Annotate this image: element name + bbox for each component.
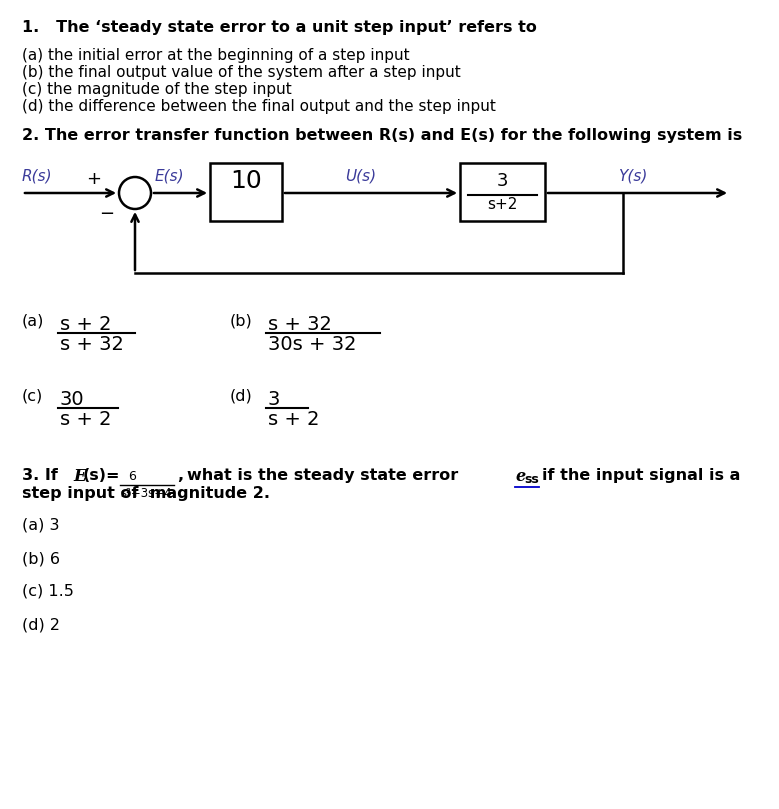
Text: (b) 6: (b) 6 <box>22 551 60 566</box>
Text: what is the steady state error: what is the steady state error <box>187 468 458 483</box>
Text: s + 32: s + 32 <box>60 335 124 354</box>
Text: =: = <box>105 468 118 483</box>
Text: 10: 10 <box>230 169 262 193</box>
Text: if the input signal is a: if the input signal is a <box>542 468 740 483</box>
Text: s + 2: s + 2 <box>268 410 319 429</box>
Text: s²+3s+4: s²+3s+4 <box>120 487 171 500</box>
Text: 30: 30 <box>60 390 85 409</box>
Text: ss: ss <box>524 473 539 486</box>
Text: (a) 3: (a) 3 <box>22 518 59 533</box>
Text: (b): (b) <box>230 313 252 328</box>
Text: (c): (c) <box>22 388 44 403</box>
Text: E(s): E(s) <box>155 168 185 183</box>
Text: +: + <box>86 170 101 188</box>
Text: 3. If: 3. If <box>22 468 58 483</box>
Text: −: − <box>99 205 114 223</box>
Text: e: e <box>515 468 525 485</box>
Text: s + 2: s + 2 <box>60 315 111 334</box>
Text: 3: 3 <box>497 172 508 190</box>
Text: step input of  magnitude 2.: step input of magnitude 2. <box>22 486 270 501</box>
Text: 1.   The ‘steady state error to a unit step input’ refers to: 1. The ‘steady state error to a unit ste… <box>22 20 537 35</box>
Text: 6: 6 <box>128 470 136 483</box>
Text: ,: , <box>177 468 183 483</box>
Text: Y(s): Y(s) <box>618 168 647 183</box>
Text: 3: 3 <box>268 390 280 409</box>
Text: (b) the final output value of the system after a step input: (b) the final output value of the system… <box>22 65 460 80</box>
Text: s + 32: s + 32 <box>268 315 332 334</box>
Text: s + 2: s + 2 <box>60 410 111 429</box>
Text: (s): (s) <box>83 468 107 483</box>
Text: 30s + 32: 30s + 32 <box>268 335 357 354</box>
Text: R(s): R(s) <box>22 168 53 183</box>
Text: s+2: s+2 <box>488 197 518 212</box>
Text: (d): (d) <box>230 388 252 403</box>
Bar <box>460 163 545 221</box>
Text: (a): (a) <box>22 313 44 328</box>
Text: (a) the initial error at the beginning of a step input: (a) the initial error at the beginning o… <box>22 48 410 63</box>
Text: 2. The error transfer function between R(s) and E(s) for the following system is: 2. The error transfer function between R… <box>22 128 742 143</box>
Text: (d) 2: (d) 2 <box>22 617 60 632</box>
Bar <box>210 163 282 221</box>
Text: (c) 1.5: (c) 1.5 <box>22 584 74 599</box>
Text: U(s): U(s) <box>345 168 376 183</box>
Text: (c) the magnitude of the step input: (c) the magnitude of the step input <box>22 82 292 97</box>
Text: (d) the difference between the final output and the step input: (d) the difference between the final out… <box>22 99 496 114</box>
Text: E: E <box>73 468 86 485</box>
